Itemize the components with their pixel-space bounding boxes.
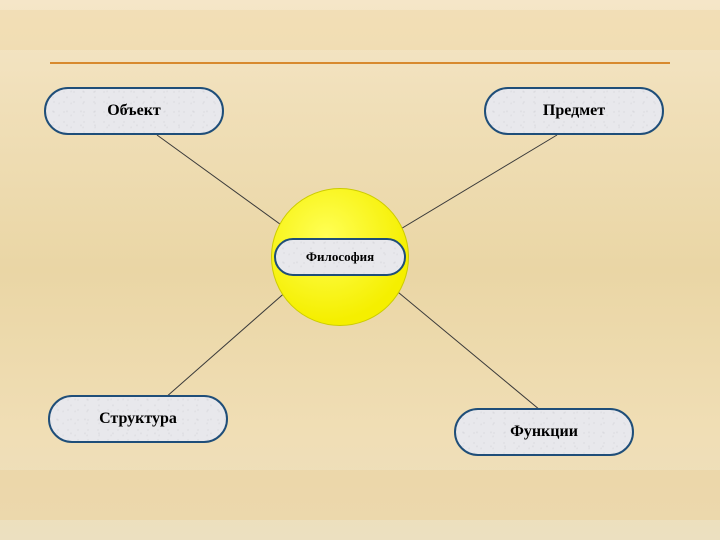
node-label: Структура <box>99 410 177 428</box>
node-label: Предмет <box>543 102 605 120</box>
node-label: Объект <box>107 102 161 120</box>
node-label: Функции <box>510 423 578 441</box>
node-functions: Функции <box>454 408 634 456</box>
node-subject: Предмет <box>484 87 664 135</box>
node-structure: Структура <box>48 395 228 443</box>
node-center: Философия <box>274 238 406 276</box>
node-label: Философия <box>306 249 374 265</box>
node-object: Объект <box>44 87 224 135</box>
